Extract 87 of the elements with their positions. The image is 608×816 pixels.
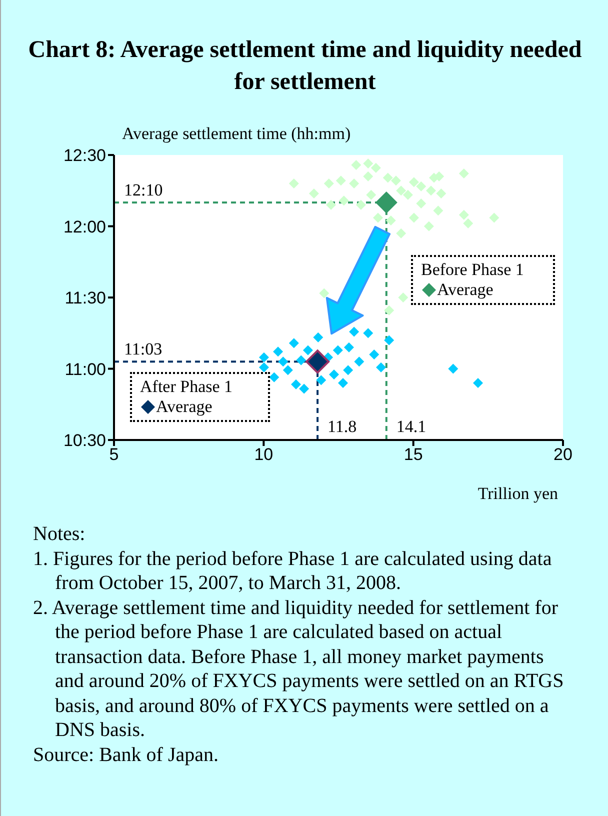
point bbox=[319, 288, 330, 298]
point bbox=[302, 345, 313, 356]
chart-title: Chart 8: Average settlement time and liquidity needed for settlement bbox=[27, 36, 583, 97]
point bbox=[472, 378, 483, 388]
point bbox=[436, 188, 446, 198]
point bbox=[489, 212, 500, 223]
point bbox=[402, 190, 413, 200]
y-tick-label: 12:30 bbox=[63, 146, 106, 166]
point bbox=[332, 345, 343, 356]
point bbox=[463, 218, 474, 228]
point bbox=[376, 362, 386, 372]
point bbox=[373, 212, 384, 223]
point bbox=[363, 171, 374, 182]
point bbox=[324, 178, 334, 188]
point bbox=[343, 365, 354, 376]
point bbox=[416, 181, 426, 192]
point bbox=[386, 216, 396, 226]
x-tick-label: 20 bbox=[554, 445, 572, 464]
point bbox=[354, 356, 364, 367]
point bbox=[316, 375, 326, 386]
point bbox=[308, 188, 319, 198]
source-note: Source: Bank of Japan. bbox=[33, 742, 220, 767]
point bbox=[306, 350, 330, 374]
point bbox=[299, 384, 310, 394]
point bbox=[363, 158, 374, 169]
point bbox=[396, 228, 406, 238]
point bbox=[396, 186, 406, 196]
point bbox=[458, 210, 469, 220]
point bbox=[338, 378, 348, 388]
point bbox=[313, 332, 324, 342]
point bbox=[296, 355, 306, 366]
point bbox=[258, 362, 269, 372]
point bbox=[329, 369, 340, 380]
point bbox=[282, 365, 293, 376]
legend-label: Average bbox=[437, 280, 494, 300]
point bbox=[426, 186, 436, 196]
point bbox=[338, 196, 349, 206]
y-axis-title: Average settlement time (hh:mm) bbox=[122, 124, 351, 144]
point bbox=[458, 168, 469, 179]
point bbox=[356, 200, 366, 210]
point bbox=[258, 352, 269, 362]
ref-line-label: 11.8 bbox=[328, 417, 357, 436]
point bbox=[366, 190, 376, 200]
point bbox=[384, 305, 394, 316]
point bbox=[336, 176, 346, 186]
x-axis-title: Trillion yen bbox=[478, 484, 558, 504]
annotation: Before Phase 1 bbox=[421, 260, 525, 280]
ref-line-label: 14.1 bbox=[396, 417, 426, 436]
ref-line-label: 12:10 bbox=[124, 180, 163, 200]
x-tick-label: 10 bbox=[254, 445, 274, 464]
point bbox=[326, 200, 336, 210]
point bbox=[375, 191, 398, 214]
point bbox=[278, 356, 288, 367]
point bbox=[424, 221, 434, 232]
text: 2. Average settlement time and liquidity needed for settlement for the period before Phase 1 are calculated based on actual transaction data. Before Phase 1, all money market payments and around 20% of FXYCS payments were settled on an RTGS basis, and around 80% of FXYCS payments were settled on a DNS basis. bbox=[33, 596, 565, 742]
point bbox=[349, 326, 360, 337]
point bbox=[290, 379, 301, 390]
point bbox=[390, 176, 401, 186]
point bbox=[369, 350, 380, 360]
point bbox=[363, 328, 374, 338]
annotation: After Phase 1 bbox=[140, 377, 234, 397]
ref-line-label: 11:03 bbox=[124, 340, 162, 359]
point bbox=[448, 364, 458, 374]
point bbox=[288, 338, 299, 348]
point bbox=[408, 212, 419, 223]
y-tick-label: 11:00 bbox=[64, 360, 106, 379]
y-tick-label: 10:30 bbox=[63, 431, 106, 450]
point bbox=[269, 372, 280, 382]
point bbox=[370, 162, 381, 173]
x-tick-label: 15 bbox=[404, 445, 423, 464]
y-tick-label: 12:00 bbox=[63, 217, 106, 236]
legend-label: Average bbox=[156, 397, 212, 417]
text: 1. Figures for the period before Phase 1 are calculated using data from October 15, 2007, to March 31, 2008. bbox=[33, 546, 553, 596]
point bbox=[416, 198, 426, 208]
point bbox=[398, 292, 408, 302]
point bbox=[288, 178, 299, 188]
point bbox=[344, 342, 354, 352]
point bbox=[408, 177, 419, 188]
point bbox=[433, 206, 444, 216]
point bbox=[382, 172, 393, 183]
point bbox=[351, 160, 362, 170]
y-tick-label: 11:30 bbox=[64, 288, 106, 308]
x-tick-label: 5 bbox=[109, 445, 119, 464]
point bbox=[384, 335, 394, 346]
text: Notes: bbox=[33, 522, 86, 546]
point bbox=[349, 178, 360, 188]
point bbox=[273, 346, 284, 357]
